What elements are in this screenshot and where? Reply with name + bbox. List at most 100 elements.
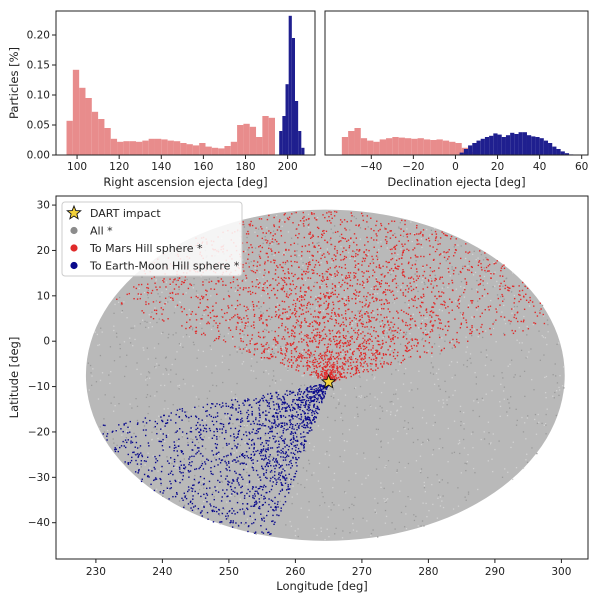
particle-point [463, 296, 466, 298]
particle-point [279, 362, 282, 364]
particle-point [355, 368, 357, 370]
particle-point [292, 418, 294, 420]
particle-point [349, 372, 352, 375]
particle-point [313, 272, 315, 274]
particle-point [347, 299, 350, 302]
particle-point [330, 351, 333, 354]
particle-point [470, 362, 472, 364]
particle-point [342, 329, 345, 332]
particle-point [222, 381, 224, 384]
particle-point [406, 248, 408, 250]
particle-point [392, 403, 394, 405]
particle-point [269, 407, 271, 410]
particle-point [379, 405, 381, 407]
particle-point [370, 534, 372, 537]
particle-point [369, 294, 371, 296]
particle-point [319, 286, 321, 288]
particle-point [445, 390, 447, 393]
histogram-bar [476, 140, 481, 155]
particle-point [259, 244, 262, 247]
particle-point [277, 454, 279, 456]
particle-point [117, 301, 120, 303]
particle-point [306, 323, 309, 325]
particle-point [280, 288, 282, 290]
particle-point [520, 298, 522, 301]
particle-point [326, 271, 329, 273]
particle-point [340, 388, 342, 390]
particle-point [228, 294, 230, 297]
particle-point [255, 533, 257, 535]
histogram-bar [341, 137, 349, 155]
particle-point [251, 334, 254, 336]
particle-point [384, 226, 386, 229]
particle-point [249, 460, 251, 462]
particle-point [467, 252, 469, 254]
particle-point [190, 464, 192, 467]
particle-point [413, 297, 416, 299]
particle-point [246, 241, 248, 244]
particle-point [406, 233, 409, 235]
particle-point [163, 304, 165, 306]
particle-point [354, 387, 357, 389]
particle-point [434, 279, 436, 282]
particle-point [502, 377, 504, 379]
particle-point [216, 452, 218, 454]
particle-point [316, 226, 319, 229]
particle-point [488, 263, 491, 266]
particle-point [385, 228, 387, 230]
histogram-bar [430, 140, 437, 155]
particle-point [248, 480, 251, 482]
particle-point [315, 407, 317, 410]
particle-point [293, 399, 295, 401]
particle-point [414, 338, 416, 340]
particle-point [423, 281, 425, 284]
particle-point [302, 396, 304, 399]
particle-point [232, 423, 234, 425]
particle-point [352, 353, 354, 356]
particle-point [219, 322, 221, 325]
particle-point [267, 373, 270, 375]
particle-point [345, 318, 347, 321]
particle-point [294, 273, 296, 276]
particle-point [407, 304, 410, 306]
particle-point [404, 345, 407, 347]
particle-point [212, 454, 215, 456]
particle-point [291, 343, 294, 345]
particle-point [352, 374, 355, 376]
particle-point [147, 287, 150, 289]
ra-histogram: 100 120 140 160 180 2000.000.050.100.150.20Ri… [7, 10, 316, 189]
particle-point [507, 365, 509, 367]
particle-point [399, 363, 401, 365]
particle-point [270, 261, 272, 263]
particle-point [257, 431, 260, 433]
particle-point [373, 353, 375, 355]
particle-point [202, 483, 205, 486]
particle-point [120, 304, 122, 306]
particle-point [262, 302, 265, 304]
particle-point [170, 369, 172, 371]
particle-point [221, 481, 224, 483]
particle-point [300, 304, 303, 306]
particle-point [318, 246, 320, 248]
particle-point [217, 491, 220, 493]
particle-point [331, 291, 334, 294]
particle-point [413, 233, 416, 236]
particle-point [192, 408, 194, 410]
particle-point [478, 332, 481, 335]
particle-point [523, 319, 525, 321]
histogram-bar [167, 140, 174, 155]
particle-point [359, 343, 361, 346]
particle-point [348, 479, 350, 482]
particle-point [438, 290, 440, 293]
particle-point [321, 374, 323, 377]
particle-point [286, 389, 289, 392]
particle-point [283, 214, 285, 216]
particle-point [327, 416, 329, 418]
particle-point [468, 304, 470, 306]
particle-point [312, 359, 315, 362]
particle-point [327, 367, 329, 369]
particle-point [412, 299, 414, 301]
particle-point [383, 316, 386, 319]
particle-point [528, 305, 531, 307]
particle-point [302, 339, 305, 341]
